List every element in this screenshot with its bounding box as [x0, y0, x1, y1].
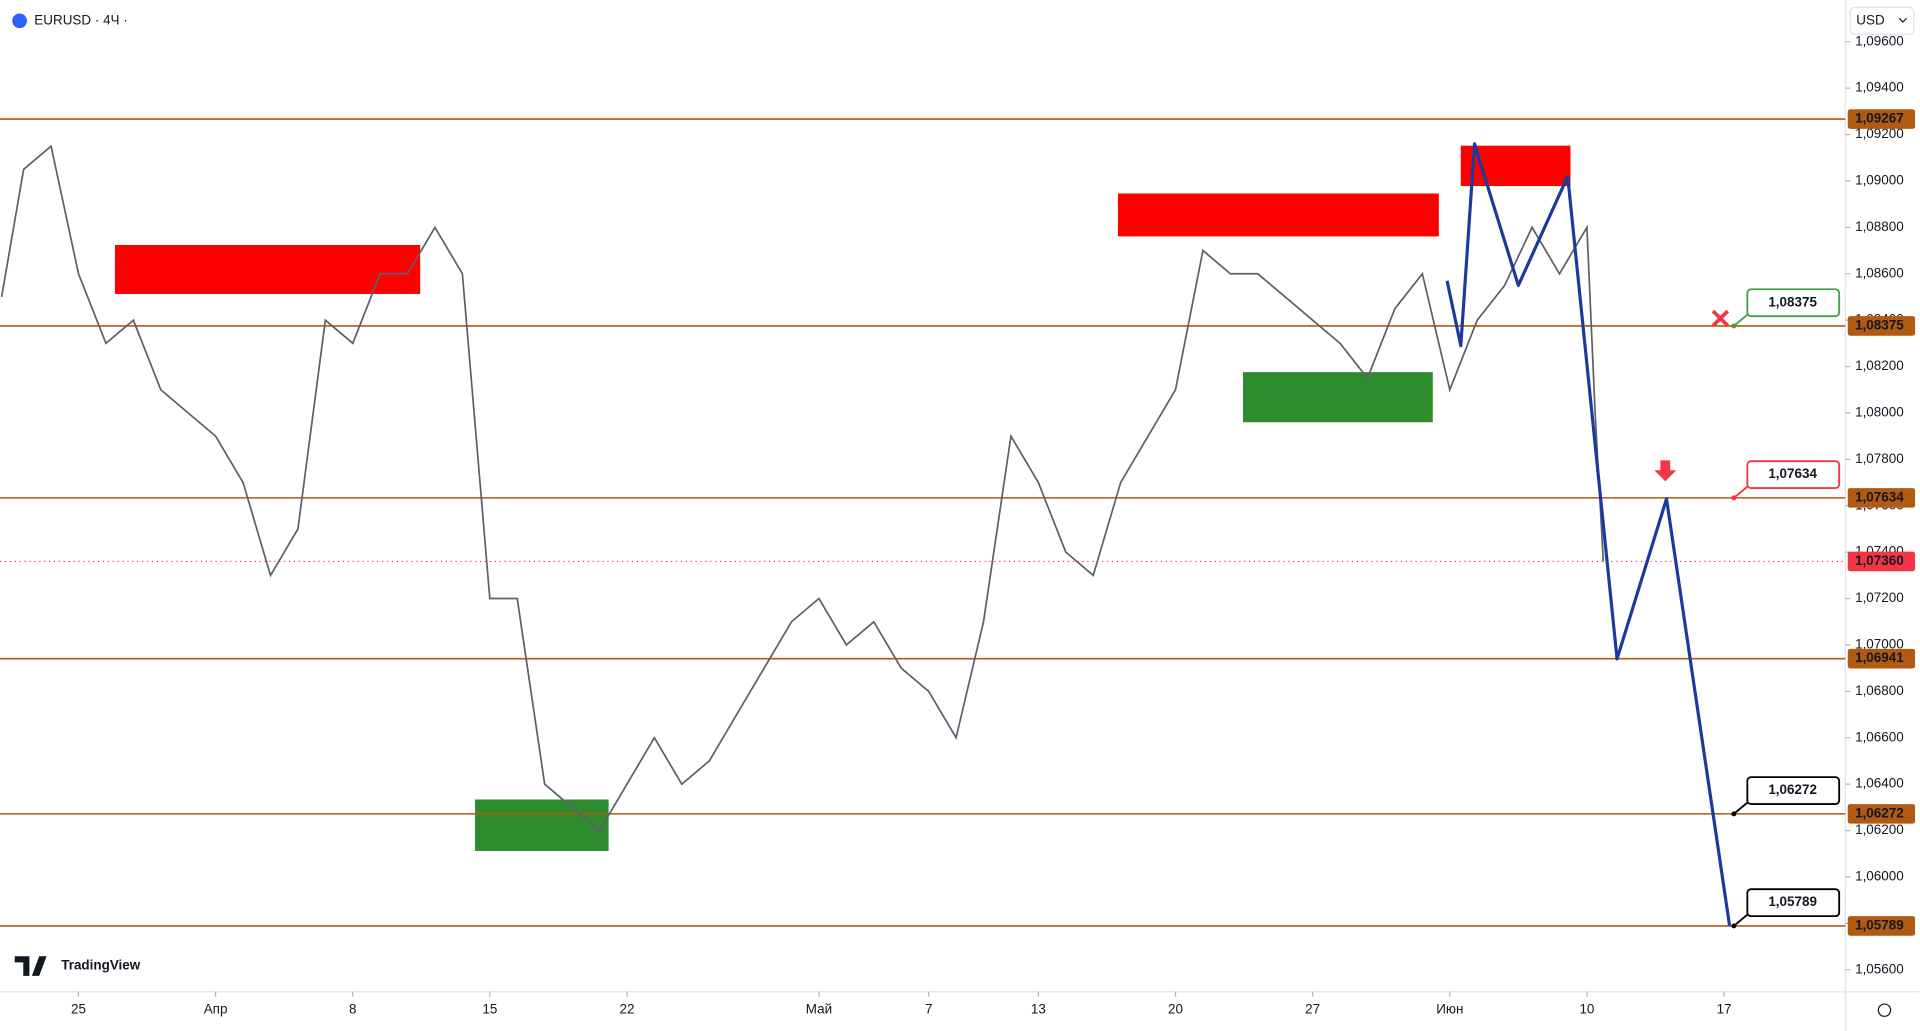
callout-label: 1,06272: [1768, 782, 1817, 797]
callout-pointer: [1733, 912, 1750, 927]
callout-pointer: [1733, 800, 1750, 815]
currency-caret: [1898, 17, 1907, 23]
symbol-title: EURUSD · 4Ч ·: [34, 12, 127, 27]
x-tick-label: 15: [482, 1002, 497, 1017]
x-tick-label: Апр: [204, 1002, 228, 1017]
y-tick-label: 1,07000: [1855, 637, 1904, 652]
level-tag-label: 1,07634: [1855, 489, 1904, 504]
last-price-tag: [1847, 551, 1916, 572]
y-tick-label: 1,06600: [1855, 729, 1904, 744]
brand-logo: TradingView: [14, 956, 141, 976]
callout-box: [1746, 776, 1841, 805]
zone: [1242, 372, 1433, 423]
x-tick-label: Май: [806, 1002, 832, 1017]
settings-icon[interactable]: [1877, 1003, 1892, 1017]
y-tick-label: 1,06000: [1855, 869, 1904, 884]
brand-name: TradingView: [61, 958, 141, 973]
y-tick-label: 1,08600: [1855, 265, 1904, 280]
y-tick-label: 1,06400: [1855, 776, 1904, 791]
y-tick-label: 1,09000: [1855, 173, 1904, 188]
level-tag: [1847, 316, 1916, 336]
plot-area: 1,08375 1,07634 1,06272 1,05789: [0, 118, 1846, 929]
y-tick-label: 1,07200: [1855, 590, 1904, 605]
x-tick-label: 25: [71, 1002, 86, 1017]
zone: [114, 244, 421, 294]
x-tick-label: 20: [1168, 1002, 1183, 1017]
currency-label[interactable]: USD: [1856, 12, 1885, 27]
zone: [1460, 145, 1571, 187]
sell-arrow: [1654, 460, 1677, 482]
callout-label: 1,08375: [1768, 294, 1817, 309]
x-tick-label: 27: [1305, 1002, 1320, 1017]
level-tag-label: 1,09267: [1855, 111, 1904, 126]
x-tick-label: 8: [349, 1002, 356, 1017]
y-tick-label: 1,06200: [1855, 822, 1904, 837]
currency-button[interactable]: [1849, 6, 1915, 35]
callout-label: 1,05789: [1768, 894, 1817, 909]
level-tag-label: 1,08375: [1855, 318, 1904, 333]
level-tag: [1847, 488, 1916, 508]
level-tag-label: 1,06941: [1855, 650, 1904, 665]
x-tick-label: 7: [925, 1002, 932, 1017]
level-tag: [1847, 916, 1916, 936]
level-tag: [1847, 109, 1916, 129]
invalid-marker: [1711, 309, 1730, 328]
callout-pointer: [1733, 484, 1750, 499]
last-price-label: 1,07360: [1855, 553, 1904, 568]
level-tag-label: 1,05789: [1855, 917, 1904, 932]
symbol-icon: [12, 13, 27, 29]
callout-label: 1,07634: [1768, 466, 1817, 481]
y-tick-label: 1,09600: [1855, 33, 1904, 48]
y-tick-label: 1,09400: [1855, 80, 1904, 95]
y-tick-label: 1,08800: [1855, 219, 1904, 234]
y-tick-label: 1,08200: [1855, 358, 1904, 373]
zone: [1117, 193, 1439, 237]
y-tick-label: 1,07800: [1855, 451, 1904, 466]
x-tick-label: Июн: [1436, 1002, 1463, 1017]
y-tick-label: 1,06800: [1855, 683, 1904, 698]
y-tick-label: 1,05600: [1855, 961, 1904, 976]
y-tick-label: 1,08000: [1855, 405, 1904, 420]
x-tick-label: 17: [1717, 1002, 1732, 1017]
callout-pointer: [1733, 313, 1750, 327]
projection-line: [1445, 142, 1732, 926]
x-tick-label: 10: [1579, 1002, 1594, 1017]
level-tag: [1847, 648, 1916, 669]
brand-mark: [14, 956, 47, 976]
x-tick-label: 22: [620, 1002, 635, 1017]
level-tag: [1847, 804, 1916, 824]
callout-box: [1746, 288, 1841, 318]
level-tag-label: 1,06272: [1855, 805, 1904, 820]
x-tick-label: 13: [1031, 1002, 1046, 1017]
price-line: [0, 144, 1605, 832]
callout-box: [1746, 460, 1841, 490]
y-tick-label: 1,09200: [1855, 126, 1904, 141]
callout-box: [1746, 888, 1841, 918]
zone: [475, 799, 609, 851]
